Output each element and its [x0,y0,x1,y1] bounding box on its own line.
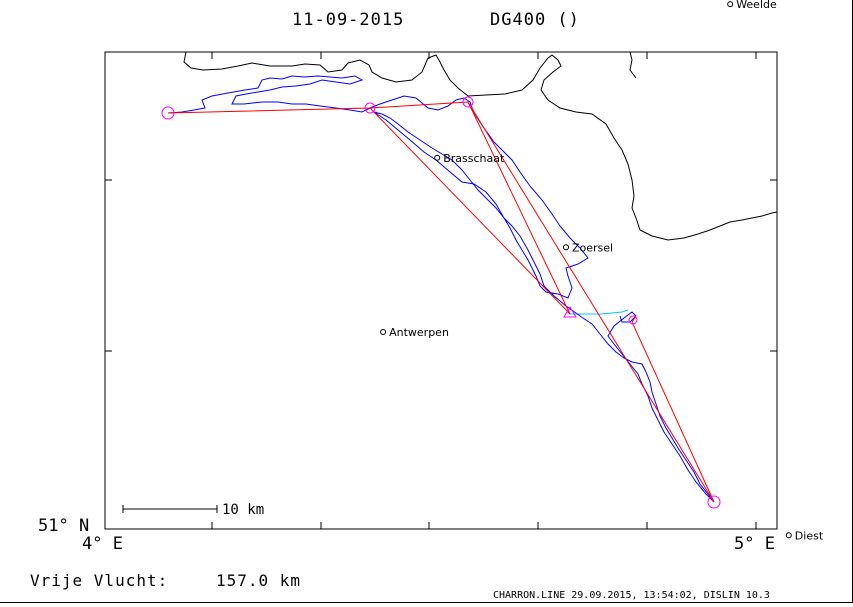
flight-track [167,75,715,503]
place-label-diest: Diest [795,529,824,542]
task-leg-north [467,101,571,315]
place-marker-antwerpen [380,329,387,335]
place-label-zoersel: Zoersel [572,241,613,254]
place-label-weelde: Weelde [736,0,777,11]
task-legs [167,101,715,503]
latitude-label: 51° N [38,516,89,536]
place-marker-diest [785,532,792,539]
place-label-brasschaat: Brasschaat [443,152,505,165]
turnpoint-2 [462,96,474,108]
flight-date: 11-09-2015 [292,10,404,30]
turnpoints [161,96,721,509]
longitude-right-label: 5° E [734,534,775,554]
glider-type: DG400 () [490,10,580,30]
finish-triangle [563,306,577,318]
longitude-left-label: 4° E [82,534,123,554]
turnpoint-start [161,106,175,120]
scale-bar [122,505,218,513]
axis-ticks [105,52,777,529]
final-glide-leg [570,309,629,315]
country-border [183,51,778,241]
turnpoint-3 [707,495,721,509]
footer-info: CHARRON.LINE 29.09.2015, 13:54:02, DISLI… [493,590,770,601]
task-leg-diagonal [369,107,571,315]
scale-bar-label: 10 km [222,502,264,518]
country-border-east [629,51,637,79]
turnpoint-1 [364,102,376,114]
place-markers: WeeldeBrasschaatZoerselAntwerpenKeiheuve… [380,0,824,542]
distance-value: 157.0 km [216,571,301,590]
place-marker-brasschaat [434,154,441,161]
place-marker-weelde [727,1,734,8]
place-label-antwerpen: Antwerpen [389,326,449,339]
map-axes-box [104,51,778,530]
distance-caption: Vrije Vlucht: [30,571,168,590]
turnpoint-4 [628,315,638,325]
place-marker-zoersel [563,244,569,251]
